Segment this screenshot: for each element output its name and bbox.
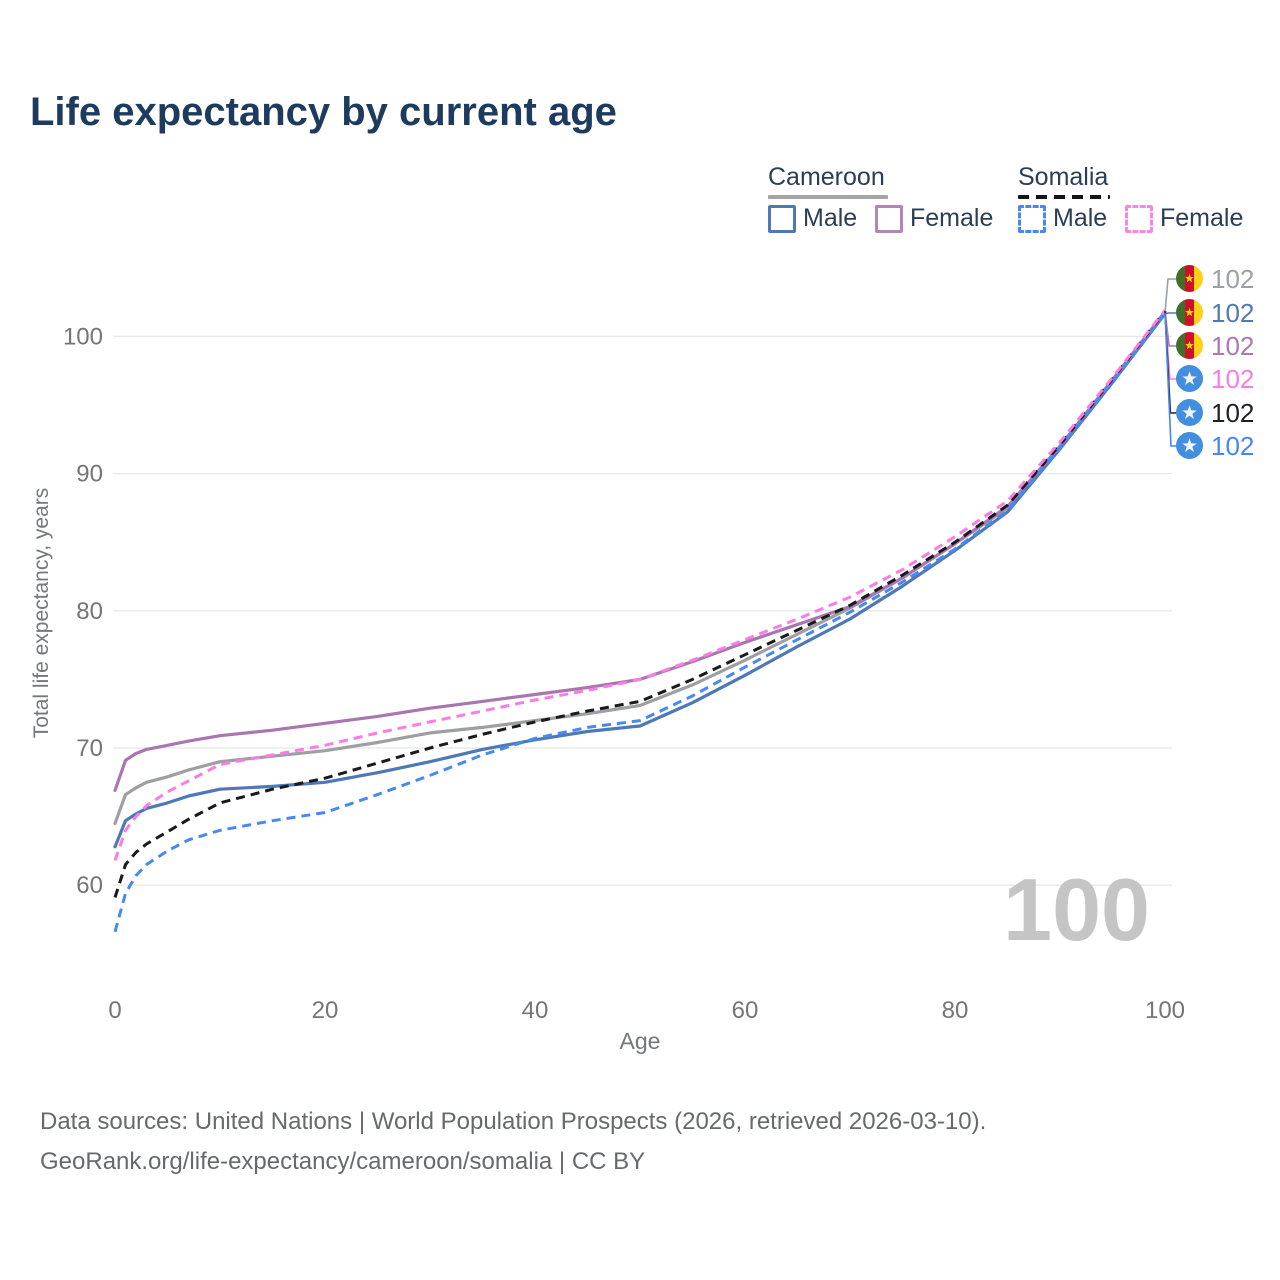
x-tick-60: 60 (732, 997, 759, 1024)
x-tick-40: 40 (522, 997, 549, 1024)
series-line-cameroon-male (113, 312, 1167, 849)
x-tick-0: 0 (108, 997, 121, 1024)
somalia-female-swatch-icon (1125, 204, 1153, 233)
series-line-somalia-female (113, 309, 1167, 861)
legend-label: Male (1053, 204, 1108, 232)
somalia-male-swatch-icon (1018, 204, 1046, 233)
chart-title: Life expectancy by current age (30, 90, 617, 134)
legend-label: Female (910, 204, 994, 232)
series-line-somalia-male (113, 312, 1167, 933)
legend-group-somalia: Somalia (1018, 163, 1110, 199)
legend-somalia-label[interactable]: Somalia (1018, 163, 1109, 191)
legend-item-somalia-female[interactable]: Female (1125, 204, 1243, 233)
x-axis-title: Age (620, 1028, 661, 1054)
legend-somalia-line-sample (1018, 195, 1110, 199)
legend-item-cameroon-male[interactable]: Male (768, 204, 857, 233)
y-tick-90: 90 (76, 461, 103, 488)
y-tick-60: 60 (76, 872, 103, 899)
x-tick-100: 100 (1145, 997, 1185, 1024)
leader-line-1 (1164, 312, 1176, 315)
cameroon-female-swatch-icon (875, 204, 903, 233)
y-tick-100: 100 (63, 323, 103, 350)
y-axis-title: Total life expectancy, years (30, 488, 53, 739)
x-tick-20: 20 (312, 997, 339, 1024)
y-tick-80: 80 (76, 598, 103, 625)
series-line-cameroon-female (113, 310, 1167, 793)
leader-line-5 (1164, 313, 1176, 447)
attribution-link-text[interactable]: GeoRank.org/life-expectancy/cameroon/som… (40, 1148, 646, 1175)
legend-item-somalia-male[interactable]: Male (1018, 204, 1107, 233)
legend-cameroon-label[interactable]: Cameroon (768, 163, 885, 191)
leader-line-0 (1164, 278, 1176, 313)
legend-label: Female (1160, 204, 1244, 232)
series-line-somalia-total (113, 310, 1167, 898)
legend-cameroon-line-sample (768, 195, 888, 199)
y-tick-70: 70 (76, 735, 103, 762)
legend-item-cameroon-female[interactable]: Female (875, 204, 993, 233)
legend-group-cameroon: Cameroon (768, 163, 888, 199)
legend-label: Male (803, 204, 858, 232)
current-age-watermark: 100 (1003, 860, 1150, 959)
cameroon-male-swatch-icon (768, 204, 796, 233)
data-sources-text: Data sources: United Nations | World Pop… (40, 1108, 987, 1135)
x-tick-80: 80 (942, 997, 969, 1024)
series-line-cameroon-total (113, 310, 1167, 826)
